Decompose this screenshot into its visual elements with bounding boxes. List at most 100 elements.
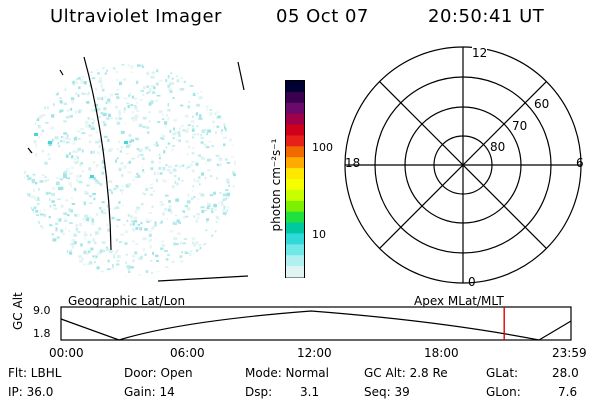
uv-speckle [206, 207, 210, 210]
uv-speckle [138, 274, 141, 276]
uv-speckle [107, 54, 110, 57]
uv-speckle [75, 155, 79, 158]
uv-speckle [211, 145, 214, 147]
uv-speckle [171, 77, 174, 80]
uv-speckle [98, 79, 102, 83]
uv-speckle [96, 67, 98, 71]
uv-speckle [194, 255, 198, 258]
lat-label-80: 80 [490, 140, 506, 154]
uv-speckle [240, 200, 242, 203]
uv-speckle [66, 288, 68, 291]
uv-speckle [142, 237, 147, 241]
uv-speckle [86, 101, 90, 104]
uv-speckle [184, 251, 187, 254]
uv-speckle [141, 202, 144, 206]
uv-speckle [222, 136, 227, 139]
uv-speckle [86, 184, 90, 187]
mlt-label-12: 12 [472, 46, 488, 60]
colorbar-band [286, 113, 304, 126]
uv-speckle [106, 69, 108, 72]
uv-speckle [95, 131, 98, 134]
uv-speckle [121, 64, 125, 66]
uv-speckle [116, 254, 121, 259]
uv-speckle [71, 65, 73, 68]
uv-speckle [164, 51, 166, 54]
uv-speckle [181, 179, 184, 182]
uv-speckle [42, 290, 44, 292]
uv-speckle [156, 260, 159, 262]
uv-speckle [109, 148, 113, 151]
uv-speckle [148, 233, 152, 237]
uv-speckle [171, 185, 175, 189]
uv-speckle [160, 247, 164, 250]
uv-speckle [200, 69, 203, 73]
uv-speckle [101, 86, 104, 89]
uv-speckle [200, 193, 205, 197]
uv-speckle [24, 228, 26, 231]
uv-speckle [95, 232, 98, 235]
uv-speckle [192, 136, 194, 139]
uv-speckle [200, 141, 204, 144]
uv-speckle [235, 253, 236, 256]
uv-speckle [204, 292, 207, 294]
uv-speckle [168, 88, 172, 92]
uv-speckle [73, 161, 77, 163]
uv-speckle [221, 254, 225, 257]
uv-speckle [163, 179, 167, 183]
uv-speckle [48, 291, 51, 293]
uv-speckle [202, 129, 207, 132]
mlt-label-0: 0 [468, 275, 476, 289]
uv-speckle [70, 257, 72, 260]
uv-speckle [50, 254, 54, 258]
uv-speckle [163, 286, 166, 288]
uv-speckle [62, 69, 67, 72]
uv-speckle [240, 236, 242, 238]
uv-speckle [38, 136, 40, 139]
uv-speckle [131, 157, 135, 160]
colorbar-tick-100: 100 [312, 141, 333, 154]
colorbar-band [286, 244, 304, 256]
uv-speckle [68, 230, 71, 232]
uv-speckle [204, 65, 208, 68]
colorbar-band [286, 102, 304, 115]
altitude-curve [60, 310, 572, 341]
colorbar-unit-label: photon cm⁻²s⁻¹ [269, 138, 283, 232]
uv-speckle [174, 284, 177, 286]
uv-speckle [227, 99, 231, 102]
uv-speckle [63, 258, 66, 261]
colorbar-band [286, 157, 304, 169]
uv-speckle [205, 229, 208, 232]
uv-speckle [28, 207, 32, 211]
uv-speckle [29, 105, 34, 108]
uv-speckle [231, 122, 236, 126]
uv-speckle [55, 92, 59, 96]
uv-speckle [142, 248, 145, 251]
uv-speckle [27, 176, 32, 181]
uv-speckle [29, 151, 32, 154]
uv-speckle [135, 101, 138, 104]
uv-speckle [32, 260, 35, 262]
uv-speckle [217, 219, 220, 221]
uv-speckle [227, 64, 230, 66]
uv-speckle [204, 68, 208, 70]
uv-speckle [225, 54, 228, 56]
uv-speckle [43, 209, 46, 212]
uv-speckle [149, 187, 154, 189]
uv-speckle [77, 54, 79, 58]
uv-speckle [104, 96, 107, 99]
uv-speckle [225, 257, 229, 260]
uv-speckle [155, 178, 159, 182]
uv-speckle [37, 196, 40, 200]
uv-speckle [224, 128, 227, 132]
uv-speckle [185, 114, 189, 118]
uv-speckle [51, 114, 55, 118]
uv-speckle [152, 64, 155, 65]
uv-speckle [201, 262, 204, 266]
uv-speckle [110, 267, 115, 270]
uv-speckle [234, 243, 236, 247]
uv-speckle [28, 286, 30, 290]
uv-speckle [33, 140, 37, 144]
uv-speckle [139, 99, 144, 101]
uv-speckle [20, 161, 23, 164]
uv-speckle [165, 164, 168, 167]
